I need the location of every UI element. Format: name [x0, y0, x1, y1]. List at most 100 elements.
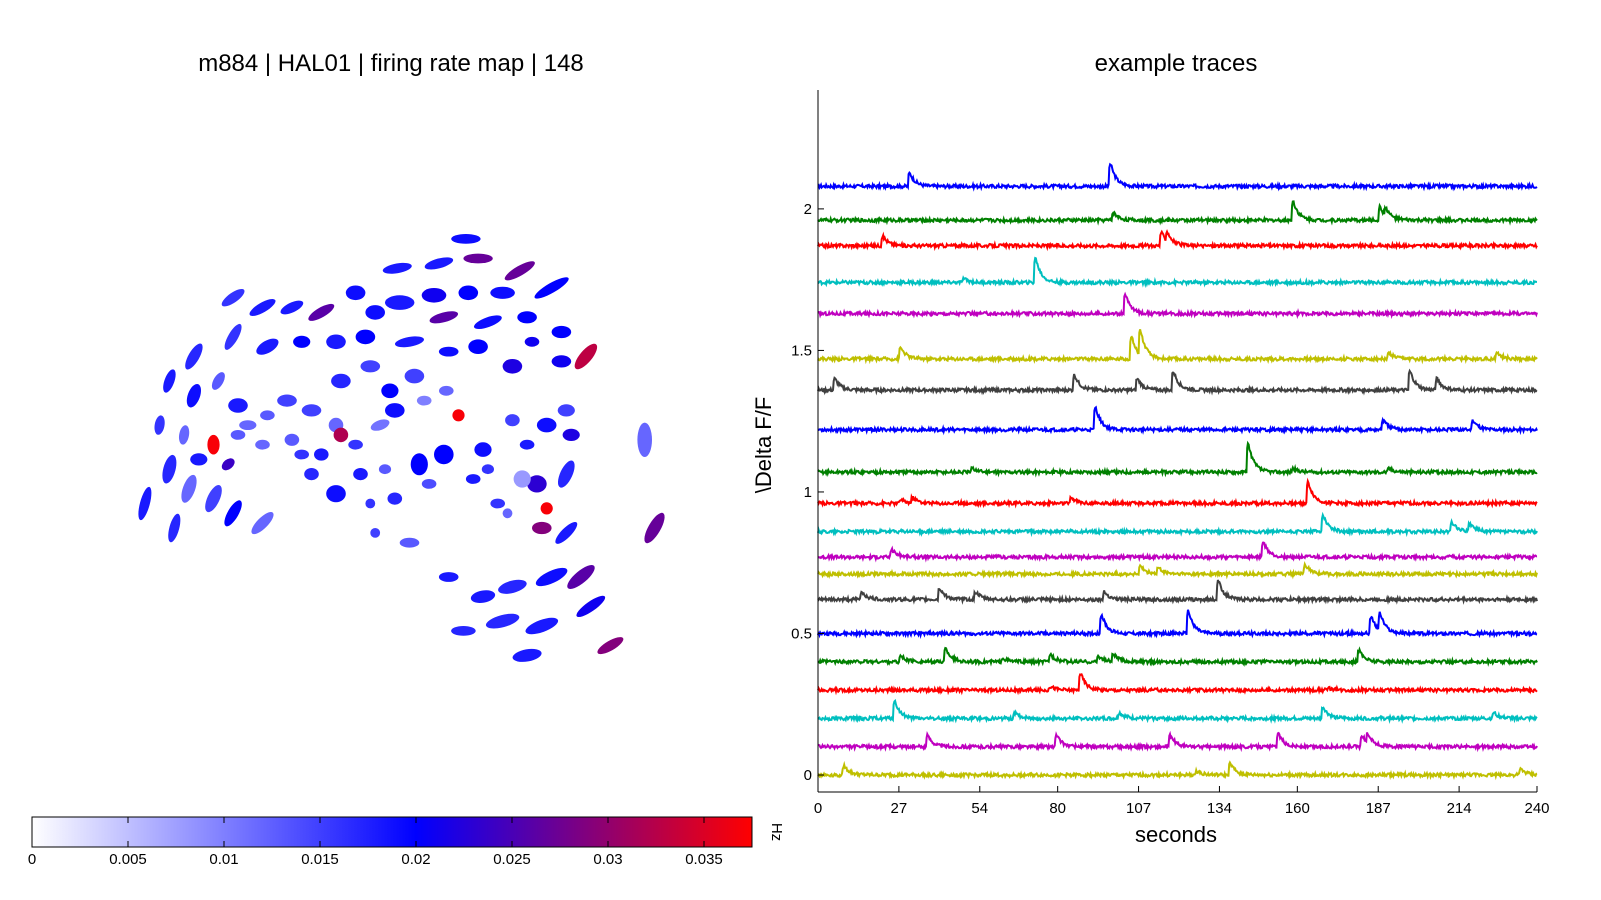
rate-map-cell — [438, 346, 459, 357]
trace-line — [817, 329, 1538, 365]
rate-map-cell — [360, 360, 381, 373]
rate-map-cell — [421, 288, 447, 303]
rate-map-cell — [421, 479, 437, 489]
rate-map-cell — [532, 521, 552, 535]
rate-map-cell — [399, 537, 420, 548]
trace-line — [817, 561, 1538, 580]
rate-map-cell — [451, 626, 476, 636]
rate-map-cell — [597, 637, 624, 655]
colorbar-tick-label: 0.035 — [685, 851, 723, 868]
rate-map-cell — [163, 369, 176, 393]
rate-map-cell — [385, 403, 405, 418]
rate-map-cell — [429, 311, 459, 324]
rate-map-cell — [251, 512, 274, 535]
rate-map-cell — [452, 409, 465, 422]
trace-line — [817, 291, 1538, 320]
rate-map-cell — [381, 383, 399, 399]
trace-line — [817, 440, 1538, 478]
rate-map-cell — [438, 572, 459, 582]
rate-map-cell — [534, 277, 569, 299]
rate-map-cell — [517, 311, 537, 324]
rate-map-cell — [567, 564, 595, 590]
rate-map-cell — [637, 422, 653, 457]
rate-map-cell — [387, 492, 403, 505]
rate-map-cell — [378, 464, 392, 475]
rate-map-cell — [353, 468, 368, 481]
rate-map-cell — [228, 398, 248, 413]
trace-line — [817, 760, 1538, 781]
rate-map-cell — [345, 285, 366, 301]
rate-map-cell — [502, 359, 523, 374]
rate-map-cell — [525, 617, 559, 635]
rate-map-cell — [458, 285, 479, 301]
rate-map-cell — [551, 355, 572, 368]
x-tick-label: 27 — [891, 800, 908, 817]
trace-line — [817, 609, 1538, 640]
rate-map-cell — [277, 394, 297, 407]
colorbar-tick-label: 0.015 — [301, 851, 339, 868]
rate-map-cell — [138, 486, 152, 521]
x-tick-label: 240 — [1524, 800, 1549, 817]
x-tick-label: 0 — [814, 800, 822, 817]
trace-line — [817, 646, 1538, 668]
rate-map-cell — [178, 425, 190, 445]
rate-map-cell — [365, 305, 386, 320]
rate-map-cell — [186, 383, 202, 408]
trace-lines — [817, 162, 1538, 781]
x-tick-label: 80 — [1049, 800, 1066, 817]
rate-map-cell — [536, 417, 557, 433]
rate-map-cell — [465, 474, 481, 484]
rate-map-cell — [255, 439, 270, 450]
rate-map-cell — [557, 460, 575, 488]
rate-map-cell — [326, 485, 346, 503]
rate-map-cell — [504, 261, 535, 281]
rate-map-cell — [230, 430, 246, 440]
rate-map-cell — [162, 454, 177, 484]
colorbar-unit-label: Hz — [768, 823, 785, 841]
rate-map-cell — [644, 512, 665, 544]
x-axis-label: seconds — [1135, 822, 1217, 847]
rate-map-cell — [190, 453, 208, 466]
trace-line — [817, 579, 1538, 605]
y-axis-ticks: 0 0.5 1 1.5 2 — [791, 201, 824, 784]
trace-line — [817, 368, 1538, 396]
rate-map-cell — [512, 648, 542, 662]
rate-map-cell — [211, 372, 225, 390]
rate-map-cell — [308, 303, 335, 321]
rate-map-cell — [260, 410, 275, 421]
rate-map-cell — [540, 502, 553, 515]
rate-map-cell — [535, 567, 568, 587]
rate-map-cell — [382, 262, 412, 274]
rate-map-cell — [473, 315, 502, 330]
rate-map-cell — [468, 339, 488, 355]
rate-map-cell — [294, 449, 310, 460]
rate-map-cell — [424, 257, 454, 270]
trace-line — [817, 511, 1538, 538]
rate-map-cell — [221, 288, 245, 307]
x-tick-label: 214 — [1447, 800, 1472, 817]
rate-map-cell — [385, 295, 415, 310]
rate-map-cell — [185, 343, 203, 370]
trace-line — [817, 730, 1538, 753]
y-tick-label: 1 — [804, 484, 812, 501]
colorbar-tick-label: 0.02 — [401, 851, 430, 868]
rate-map-cell — [555, 521, 578, 544]
x-tick-label: 134 — [1207, 800, 1232, 817]
rate-map-cell — [463, 253, 493, 264]
colorbar-tick-label: 0.005 — [109, 851, 147, 868]
colorbar — [31, 816, 753, 848]
rate-map-cell — [314, 448, 329, 461]
rate-map-title: m884 | HAL01 | firing rate map | 148 — [198, 50, 584, 77]
rate-map-cell — [551, 325, 572, 339]
rate-map-cell — [224, 500, 242, 527]
rate-map-cell — [498, 579, 527, 594]
y-tick-label: 1.5 — [791, 342, 812, 359]
x-tick-label: 107 — [1126, 800, 1151, 817]
colorbar-tick-label: 0.03 — [593, 851, 622, 868]
rate-map-cell — [326, 334, 346, 350]
x-tick-label: 187 — [1366, 800, 1391, 817]
rate-map-cell — [333, 427, 349, 443]
colorbar-tick-label: 0.025 — [493, 851, 531, 868]
rate-map-cell — [154, 415, 165, 435]
